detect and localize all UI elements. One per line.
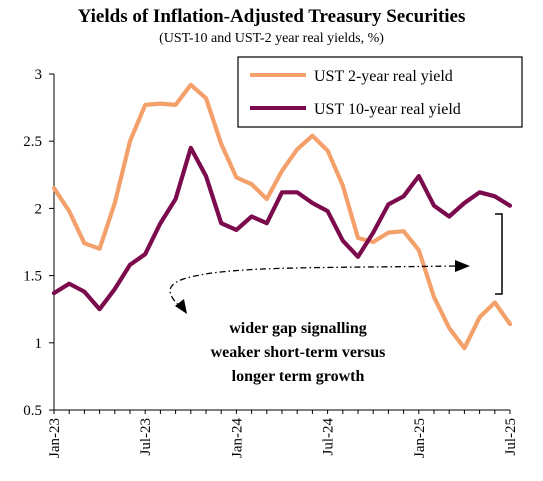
x-tick-label: Jul-25: [503, 418, 519, 456]
y-tick-label: 2: [35, 201, 43, 217]
legend-label-10y: UST 10-year real yield: [314, 101, 461, 118]
chart-title: Yields of Inflation-Adjusted Treasury Se…: [77, 6, 466, 27]
annotation-arrowhead-right: [455, 260, 470, 272]
x-tick-label: Jan-23: [47, 418, 63, 458]
y-tick-label: 2.5: [23, 134, 42, 150]
annotation-line-2: weaker short-term versus: [211, 344, 386, 361]
chart-subtitle: (UST-10 and UST-2 year real yields, %): [159, 31, 384, 46]
legend-label-2y: UST 2-year real yield: [314, 68, 453, 85]
legend-box: [237, 56, 523, 128]
y-tick-label: 1: [35, 336, 43, 352]
series-layer: [51, 82, 513, 351]
annotation-line-1: wider gap signalling: [229, 320, 367, 337]
y-axis-ticks: 0.5 1 1.5 2 2.5 3: [23, 67, 54, 419]
annotation: wider gap signalling weaker short-term v…: [169, 213, 503, 385]
series-line-ust-2y: [51, 82, 513, 351]
x-tick-label: Jul-23: [138, 418, 154, 456]
y-tick-label: 0.5: [23, 403, 42, 419]
series-line-ust-10y: [51, 145, 513, 312]
x-tick-label: Jan-25: [412, 418, 428, 458]
x-tick-label: Jan-24: [229, 418, 245, 458]
legend: UST 2-year real yield UST 10-year real y…: [237, 56, 523, 128]
annotation-line-3: longer term growth: [232, 368, 365, 385]
y-tick-label: 3: [35, 67, 43, 83]
annotation-arrowhead-left: [175, 299, 187, 314]
x-axis-ticks: Jan-23 Jul-23 Jan-24 Jul-24 Jan-25 Jul-25: [47, 410, 519, 458]
gap-bracket: [495, 213, 503, 295]
x-tick-label: Jul-24: [321, 418, 337, 456]
annotation-arrow-path: [169, 265, 456, 310]
y-tick-label: 1.5: [23, 269, 42, 285]
